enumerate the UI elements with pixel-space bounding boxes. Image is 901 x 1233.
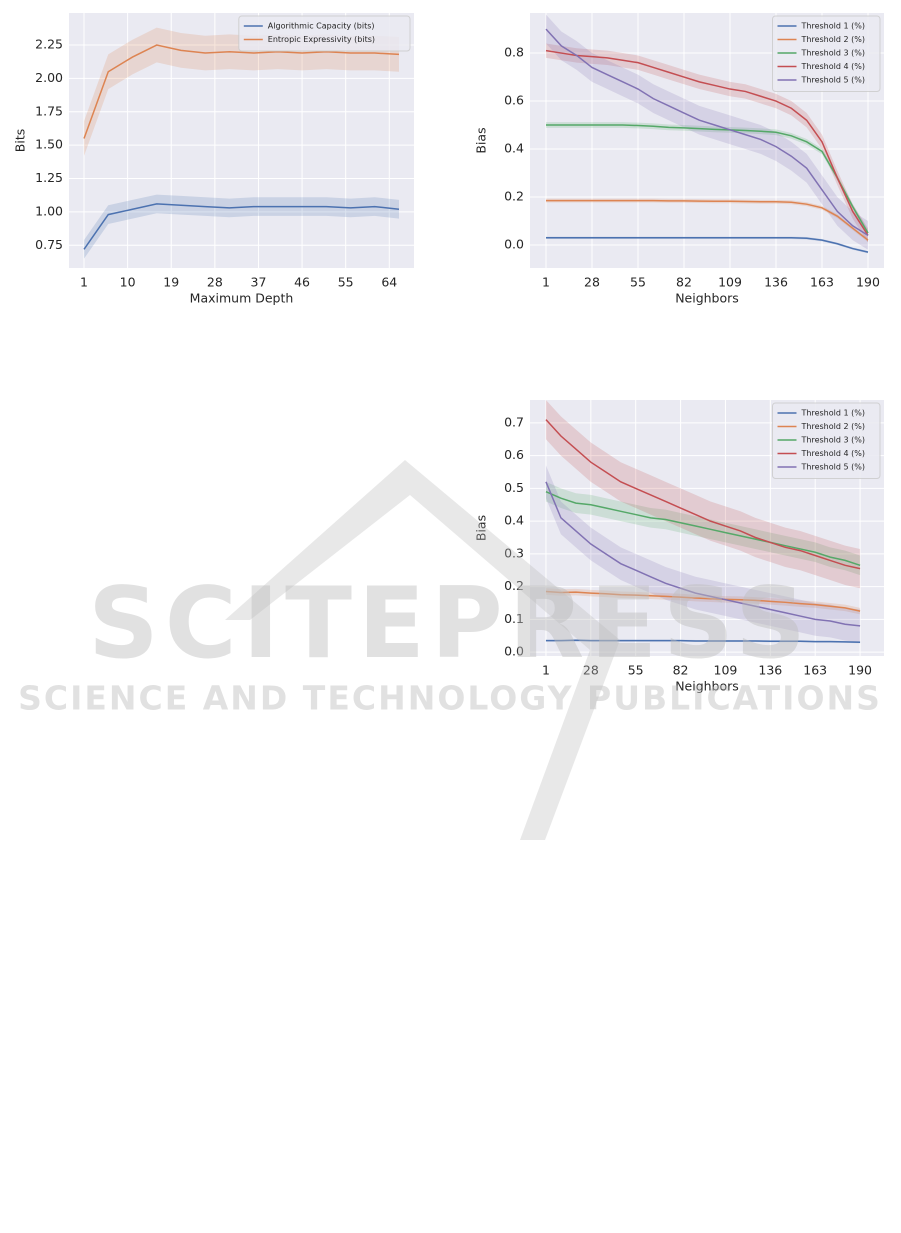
- legend-label: Threshold 2 (%): [801, 35, 865, 44]
- x-tick-label: 28: [584, 275, 600, 290]
- legend-label: Threshold 5 (%): [801, 463, 865, 472]
- legend-box: [772, 402, 881, 479]
- y-tick-label: 2.00: [35, 70, 63, 85]
- y-tick-label: 0.6: [504, 93, 524, 108]
- x-tick-label: 1: [542, 275, 550, 290]
- x-tick-label: 1: [80, 275, 88, 290]
- x-tick-label: 82: [676, 275, 692, 290]
- confidence-band: [545, 400, 861, 589]
- line: [83, 44, 400, 139]
- x-tick-label: 82: [673, 663, 689, 678]
- y-axis-label: Bias: [474, 515, 489, 541]
- line: [545, 490, 861, 567]
- legend-label: Threshold 3 (%): [801, 49, 865, 58]
- line: [545, 481, 861, 627]
- legend-label: Threshold 5 (%): [801, 76, 865, 85]
- line: [546, 237, 869, 253]
- watermark-title: SCITEPRESS: [88, 567, 812, 681]
- confidence-band: [84, 27, 399, 156]
- x-tick-label: 136: [764, 275, 788, 290]
- y-axis-label: Bits: [13, 129, 28, 152]
- line: [545, 590, 861, 612]
- confidence-band: [545, 481, 861, 576]
- watermark-subtitle: SCIENCE AND TECHNOLOGY PUBLICATIONS: [18, 679, 882, 718]
- y-tick-label: 0.0: [504, 644, 524, 659]
- x-tick-label: 55: [628, 663, 644, 678]
- x-tick-label: 190: [848, 663, 872, 678]
- legend-label: Algorithmic Capacity (bits): [268, 22, 375, 31]
- line: [545, 28, 869, 237]
- y-tick-label: 0.6: [504, 447, 524, 462]
- chart: 0.0 0.1 0.2 0.3 0.4 0.5 0.6 0.7 1 28 55 82 109 136 163…: [474, 400, 884, 694]
- legend-label: Threshold 4 (%): [801, 62, 865, 71]
- y-tick-label: 0.2: [504, 188, 524, 203]
- y-tick-label: 1.00: [35, 203, 63, 218]
- x-tick-label: 190: [856, 275, 880, 290]
- legend-box: [772, 15, 881, 92]
- x-tick-label: 28: [207, 275, 223, 290]
- x-tick-label: 19: [163, 275, 179, 290]
- y-axis-label: Bias: [474, 127, 489, 153]
- legend-label: Threshold 4 (%): [801, 449, 865, 458]
- x-tick-label: 109: [718, 275, 742, 290]
- confidence-band: [546, 14, 868, 250]
- y-tick-label: 0.2: [504, 578, 524, 593]
- x-tick-label: 55: [630, 275, 646, 290]
- y-tick-label: 0.75: [35, 237, 63, 252]
- confidence-band: [545, 465, 861, 643]
- charts: 0.75 1.00 1.25 1.50 1.75 2.00 2.25 1 10 19 28 37 46 5…: [13, 13, 884, 694]
- x-tick-label: 136: [758, 663, 782, 678]
- x-tick-label: 1: [542, 663, 550, 678]
- legend-label: Threshold 1 (%): [801, 22, 865, 31]
- legend: Algorithmic Capacity (bits) Entropic Expr…: [238, 15, 411, 52]
- x-tick-label: 64: [381, 275, 397, 290]
- x-tick-label: 163: [810, 275, 834, 290]
- y-tick-label: 0.8: [504, 45, 524, 60]
- x-axis-label: Neighbors: [675, 679, 739, 694]
- x-axis-label: Maximum Depth: [190, 291, 294, 306]
- x-tick-label: 46: [294, 275, 310, 290]
- line: [545, 49, 869, 236]
- chart: 0.75 1.00 1.25 1.50 1.75 2.00 2.25 1 10 19 28 37 46 5…: [13, 13, 414, 306]
- watermark: SCITEPRESS SCIENCE AND TECHNOLOGY PUBLIC…: [18, 460, 882, 840]
- watermark-logo: [225, 460, 620, 840]
- x-tick-label: 10: [120, 275, 136, 290]
- confidence-band: [84, 194, 399, 259]
- y-tick-label: 1.75: [35, 103, 63, 118]
- line: [546, 199, 869, 241]
- y-tick-label: 0.5: [504, 480, 524, 495]
- y-tick-label: 2.25: [35, 37, 63, 52]
- plot-area: [83, 27, 400, 259]
- legend-label: Threshold 1 (%): [801, 409, 865, 418]
- plot-background: [69, 13, 414, 268]
- x-tick-label: 28: [583, 663, 599, 678]
- legend-label: Entropic Expressivity (bits): [268, 35, 375, 44]
- y-tick-label: 0.4: [504, 141, 524, 156]
- line: [83, 203, 400, 250]
- legend-label: Threshold 3 (%): [801, 436, 865, 445]
- x-tick-label: 109: [714, 663, 738, 678]
- y-tick-label: 0.7: [504, 414, 524, 429]
- x-tick-label: 163: [803, 663, 827, 678]
- y-tick-label: 0.0: [504, 236, 524, 251]
- chart: 0.0 0.2 0.4 0.6 0.8 1 28 55 82 109 136 163 190 Neighb…: [474, 13, 884, 306]
- y-tick-label: 0.3: [504, 545, 524, 560]
- y-tick-label: 1.50: [35, 137, 63, 152]
- legend: Threshold 1 (%) Threshold 2 (%) Threshold …: [772, 402, 881, 479]
- x-axis-label: Neighbors: [675, 291, 739, 306]
- y-tick-label: 1.25: [35, 170, 63, 185]
- line: [545, 419, 861, 570]
- y-tick-label: 0.4: [504, 513, 524, 528]
- legend: Threshold 1 (%) Threshold 2 (%) Threshold …: [772, 15, 881, 92]
- legend-label: Threshold 2 (%): [801, 422, 865, 431]
- plot-area: [545, 400, 861, 644]
- y-tick-label: 0.1: [504, 611, 524, 626]
- x-tick-label: 37: [251, 275, 267, 290]
- legend-box: [238, 15, 411, 52]
- x-tick-label: 55: [338, 275, 354, 290]
- plot-area: [545, 14, 869, 254]
- line: [546, 124, 869, 234]
- line: [545, 639, 861, 644]
